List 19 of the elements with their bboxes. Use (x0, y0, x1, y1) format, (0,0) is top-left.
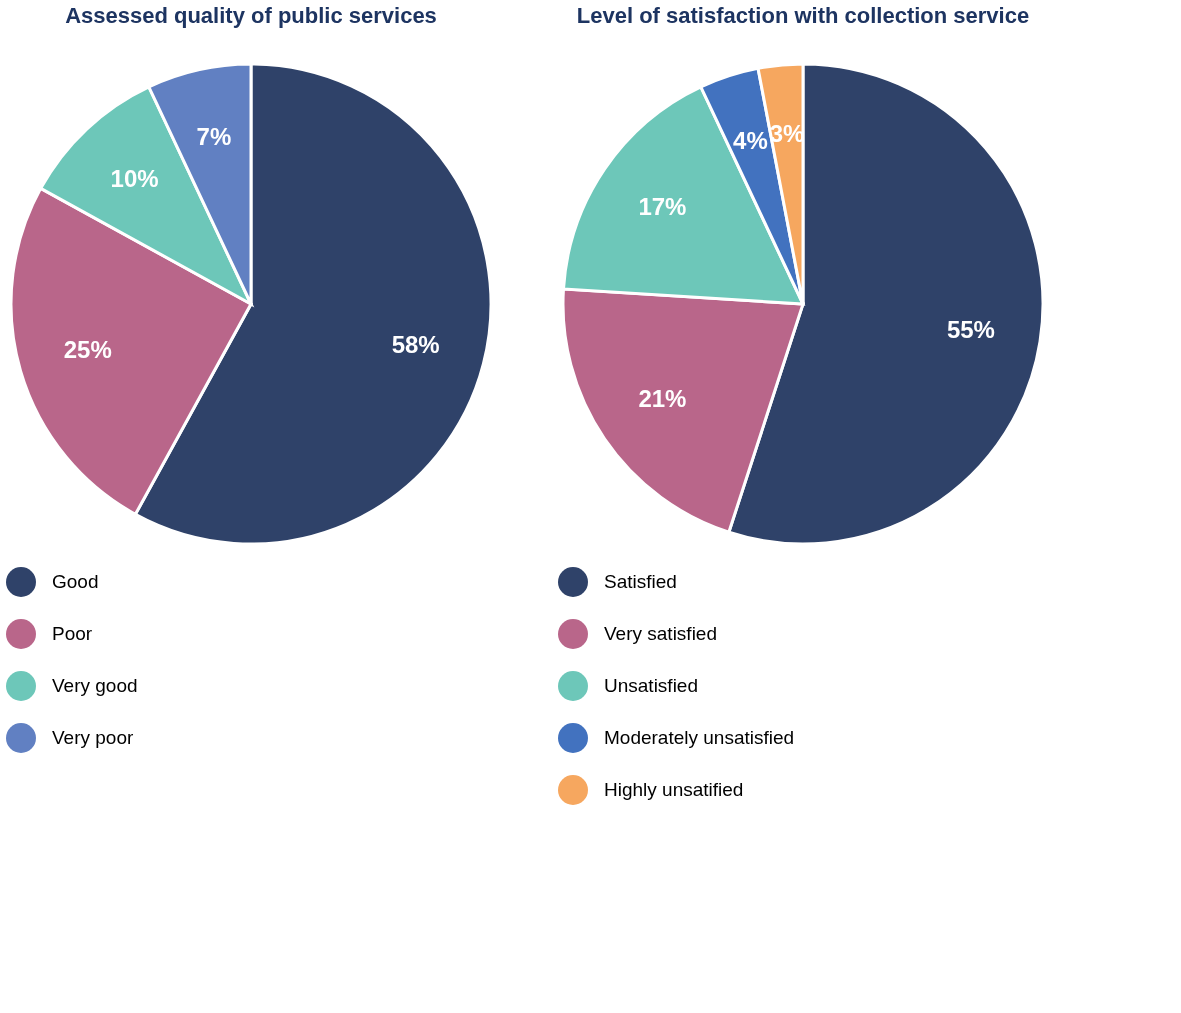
legend-label: Poor (52, 623, 93, 644)
legend-label: Unsatisfied (604, 675, 698, 696)
data-label: 21% (638, 384, 687, 412)
chart-title: Level of satisfaction with collection service (576, 3, 1030, 28)
data-label: 7% (196, 123, 232, 151)
data-label: 4% (733, 127, 768, 155)
data-label: 10% (110, 165, 159, 193)
legend-label: Very poor (52, 727, 134, 748)
data-label: 55% (946, 315, 995, 343)
data-label: 58% (391, 331, 440, 359)
data-label: 25% (63, 336, 112, 364)
legend-label: Very good (52, 675, 138, 696)
chart-title: Assessed quality of public services (65, 3, 437, 28)
data-label: 17% (638, 193, 687, 221)
legend-label: Highly unsatified (604, 779, 744, 800)
legend-label: Moderately unsatisfied (604, 727, 795, 748)
legend-label: Very satisfied (604, 623, 717, 644)
legend-label: Satisfied (604, 571, 677, 592)
legend-label: Good (52, 571, 99, 592)
